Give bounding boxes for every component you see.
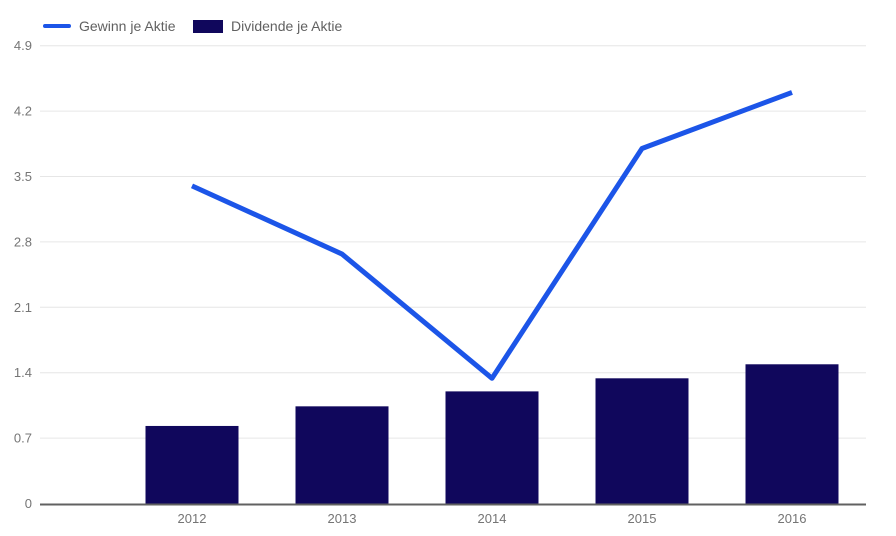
bar-2015[interactable]	[595, 378, 689, 505]
bar-2013[interactable]	[295, 406, 389, 505]
bar-2012[interactable]	[145, 425, 239, 505]
chart-legend: Gewinn je Aktie Dividende je Aktie	[0, 17, 896, 35]
x-tick-label: 2016	[778, 511, 807, 526]
line-series[interactable]	[190, 90, 793, 381]
x-tick-label: 2012	[178, 511, 207, 526]
y-tick-label: 4.9	[14, 38, 32, 53]
legend-label-dividende-je-aktie: Dividende je Aktie	[231, 18, 343, 34]
bar-series-swatch	[193, 19, 223, 33]
y-tick-label: 0.7	[14, 431, 32, 446]
bar-2014[interactable]	[445, 391, 539, 505]
y-tick-label: 1.4	[14, 365, 32, 380]
y-tick-label: 2.1	[14, 300, 32, 315]
legend-label-gewinn-je-aktie: Gewinn je Aktie	[79, 18, 176, 34]
line-series-swatch	[43, 24, 71, 28]
legend-item-gewinn-je-aktie: Gewinn je Aktie	[43, 17, 176, 35]
bar-2016[interactable]	[745, 364, 839, 505]
y-tick-label: 2.8	[14, 234, 32, 249]
x-tick-label: 2013	[328, 511, 357, 526]
legend-item-dividende-je-aktie: Dividende je Aktie	[193, 17, 342, 35]
x-tick-label: 2014	[478, 511, 507, 526]
x-tick-label: 2015	[628, 511, 657, 526]
y-tick-label: 3.5	[14, 169, 32, 184]
y-tick-label: 0	[25, 496, 32, 511]
y-tick-label: 4.2	[14, 104, 32, 119]
